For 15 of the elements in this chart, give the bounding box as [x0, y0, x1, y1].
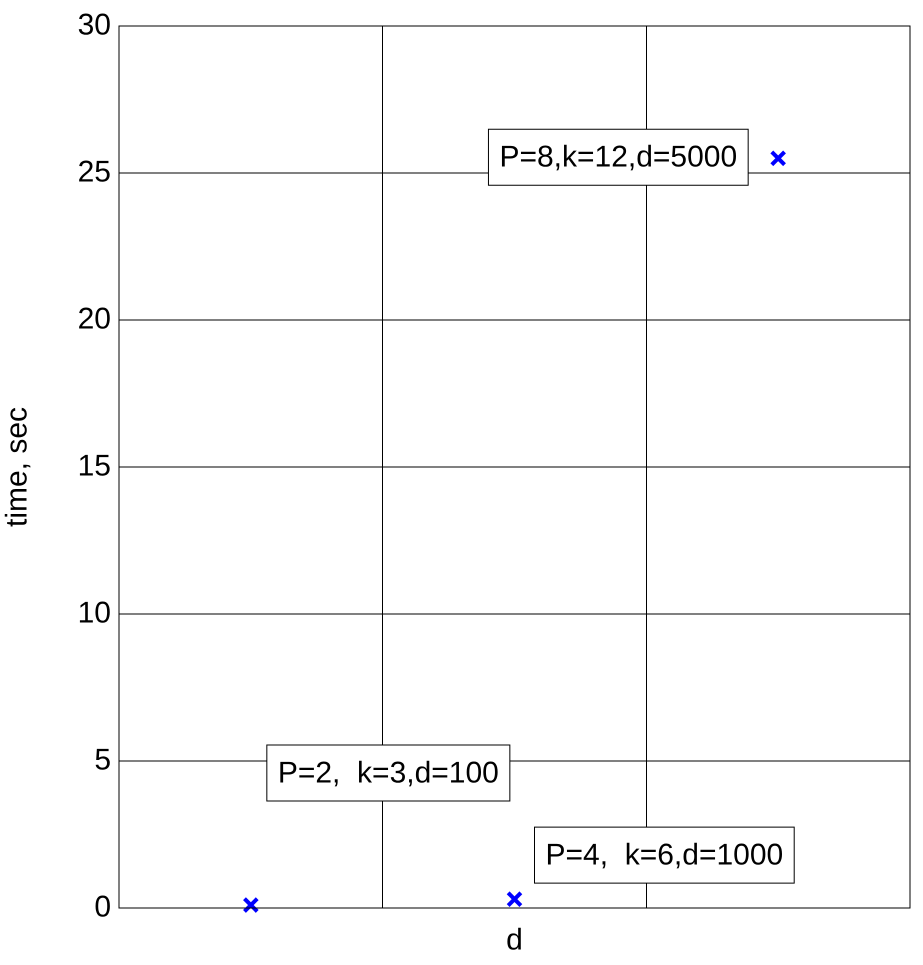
y-tick-label: 15 [78, 449, 111, 482]
y-tick-label: 10 [78, 596, 111, 630]
y-tick-label: 5 [94, 743, 111, 776]
point [770, 150, 787, 167]
y-tick-label: 30 [78, 8, 111, 42]
y-tick-label: 0 [94, 890, 111, 924]
y-axis-title: time, sec [0, 406, 34, 528]
y-tick-label: 25 [78, 155, 111, 188]
x-axis-title: d [506, 923, 523, 956]
annotation: P=4, k=6,d=1000 [546, 838, 784, 872]
annotation: P=8,k=12,d=5000 [499, 140, 738, 174]
annotation: P=2, k=3,d=100 [278, 756, 499, 790]
point [242, 896, 260, 914]
point [506, 890, 523, 908]
y-tick-label: 20 [78, 302, 111, 336]
